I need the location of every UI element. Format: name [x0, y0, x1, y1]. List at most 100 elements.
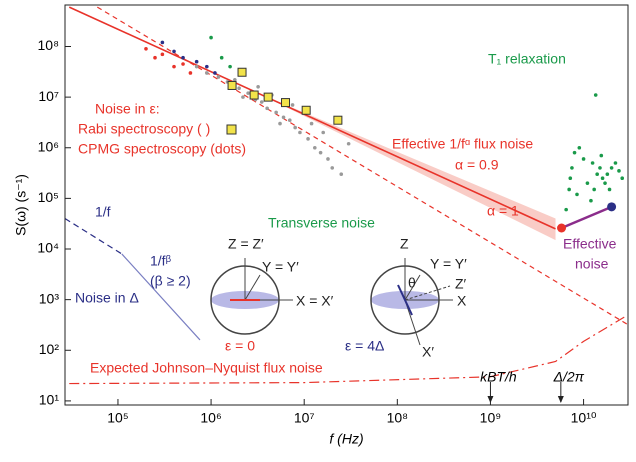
data-point [259, 100, 264, 104]
data-point [568, 176, 573, 181]
annotation: Transverse noise [268, 215, 375, 231]
fit-line [65, 218, 123, 255]
data-point [321, 130, 326, 135]
data-point [603, 181, 607, 185]
data-point [309, 121, 314, 126]
annotation: noise [575, 256, 609, 272]
data-point [160, 40, 165, 45]
data-point [181, 55, 185, 60]
x-axis-label: f (Hz) [329, 431, 363, 447]
data-point [598, 166, 602, 170]
data-point [318, 150, 323, 155]
data-point [306, 137, 310, 141]
axis-arrow [244, 274, 261, 301]
annotation: Rabi spectroscopy ( ) [78, 121, 210, 137]
x-tick-label: 10⁷ [294, 410, 315, 426]
data-point [592, 187, 596, 192]
data-point [274, 110, 278, 115]
data-point [589, 198, 593, 203]
annotation: ε = 0 [225, 338, 255, 354]
axis-arrow [404, 274, 421, 301]
uncertainty-band [255, 92, 556, 241]
data-point [605, 172, 610, 177]
data-point [265, 106, 269, 111]
data-square [281, 98, 291, 108]
data-square [227, 80, 237, 90]
data-point [194, 59, 199, 64]
data-point [233, 77, 237, 82]
annotation: 1/f [95, 204, 111, 220]
data-point [144, 47, 148, 51]
data-point [339, 172, 344, 177]
legend-square [226, 124, 237, 135]
data-point [213, 71, 217, 75]
x-tick-label: 10⁹ [480, 410, 502, 426]
annotation: Y = Y′ [262, 259, 299, 275]
y-axis-label: S(ω) (s⁻¹) [13, 174, 29, 236]
annotation: Z [400, 236, 409, 252]
data-point [575, 192, 579, 197]
data-point [585, 181, 590, 185]
data-point [160, 52, 165, 57]
data-point [172, 64, 176, 69]
data-point [607, 187, 612, 192]
x-tick-label: 10⁶ [200, 410, 221, 426]
data-point [205, 64, 209, 69]
annotation: Expected Johnson–Nyquist flux noise [90, 360, 323, 376]
data-point [256, 84, 260, 89]
fit-line [68, 6, 556, 230]
annotation: Noise in ε: [95, 101, 160, 117]
data-point [564, 207, 568, 212]
data-point [570, 166, 574, 170]
data-point [290, 103, 295, 107]
data-point [346, 141, 351, 146]
data-point [181, 62, 185, 66]
data-point [330, 166, 335, 170]
x-tick-label: 10⁸ [387, 410, 409, 426]
y-tick-label: 10⁷ [38, 88, 59, 104]
data-point [593, 93, 598, 97]
data-point [298, 130, 302, 135]
data-point [567, 187, 571, 192]
bloch-spheres [210, 258, 453, 346]
data-point [216, 75, 221, 79]
data-point [572, 150, 577, 155]
data-point [607, 202, 617, 212]
data-point [237, 86, 241, 91]
data-point [313, 145, 317, 150]
annotation: CPMG spectroscopy (dots) [78, 141, 246, 157]
marker-label: Δ/2π [553, 369, 585, 385]
data-square [249, 90, 259, 100]
x-tick-label: 10¹⁰ [571, 410, 597, 426]
data-point [172, 49, 176, 54]
data-point [609, 166, 614, 170]
annotation: X′ [422, 344, 434, 360]
fit-line [561, 205, 613, 230]
annotation: Z = Z′ [228, 236, 264, 252]
axis-arrow [404, 285, 451, 301]
plot-area [65, 6, 628, 385]
y-tick-label: 10⁶ [38, 138, 59, 154]
data-point [287, 118, 292, 123]
y-tick-label: 10⁸ [38, 37, 60, 53]
data-point [590, 161, 595, 165]
data-square [333, 115, 343, 125]
annotation: 1/fᵝ [150, 253, 172, 269]
y-tick-label: 10⁴ [37, 240, 59, 256]
x-tick-label: 10⁵ [107, 410, 128, 426]
annotation: θ [408, 275, 416, 291]
data-point [205, 71, 209, 75]
data-point [293, 125, 297, 130]
data-point [219, 55, 224, 60]
marker-arrowhead [557, 396, 564, 403]
data-point [326, 157, 330, 161]
annotation: X [457, 293, 467, 309]
annotation: X = X′ [296, 293, 334, 309]
data-point [577, 145, 582, 150]
data-point [194, 64, 199, 69]
fit-line [69, 314, 628, 385]
annotation: Y = Y′ [430, 256, 467, 272]
plot-frame [64, 4, 629, 406]
data-point [595, 172, 599, 177]
